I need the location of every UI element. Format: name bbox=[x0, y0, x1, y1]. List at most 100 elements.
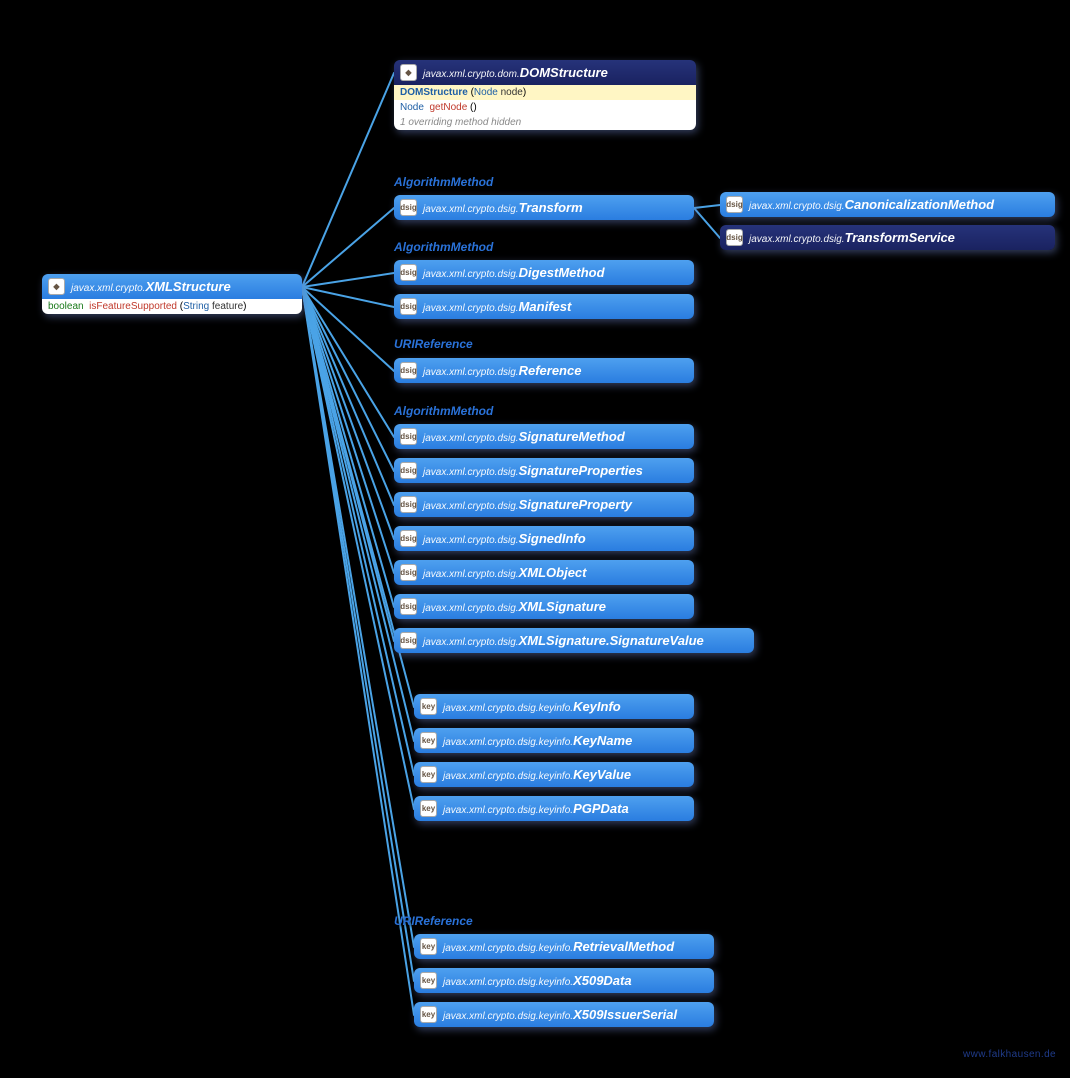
class-label: CanonicalizationMethod bbox=[845, 197, 995, 212]
package-label: javax.xml.crypto.dsig. bbox=[423, 433, 519, 444]
node-x509data[interactable]: key javax.xml.crypto.dsig.keyinfo.X509Dat… bbox=[414, 968, 714, 993]
class-label: XMLStructure bbox=[145, 279, 230, 294]
dsig-icon: dsig bbox=[400, 199, 417, 216]
node-sigvalue[interactable]: dsig javax.xml.crypto.dsig.XMLSignature.S… bbox=[394, 628, 754, 653]
watermark: www.falkhausen.de bbox=[963, 1049, 1056, 1060]
node-keyname[interactable]: key javax.xml.crypto.dsig.keyinfo.KeyName bbox=[414, 728, 694, 753]
method-row: 1 overriding method hidden bbox=[394, 115, 696, 130]
package-label: javax.xml.crypto.dsig.keyinfo. bbox=[443, 703, 573, 714]
node-x509iss[interactable]: key javax.xml.crypto.dsig.keyinfo.X509Iss… bbox=[414, 1002, 714, 1027]
node-sigmethod[interactable]: dsig javax.xml.crypto.dsig.SignatureMetho… bbox=[394, 424, 694, 449]
key-icon: key bbox=[420, 1006, 437, 1023]
dsig-icon: dsig bbox=[400, 428, 417, 445]
dsig-icon: dsig bbox=[400, 264, 417, 281]
package-label: javax.xml.crypto.dsig. bbox=[423, 367, 519, 378]
key-icon: key bbox=[420, 800, 437, 817]
stereotype-label: AlgorithmMethod bbox=[394, 404, 493, 418]
class-label: Transform bbox=[519, 200, 583, 215]
key-icon: key bbox=[420, 938, 437, 955]
package-label: javax.xml.crypto.dsig. bbox=[423, 303, 519, 314]
package-label: javax.xml.crypto.dsig.keyinfo. bbox=[443, 737, 573, 748]
node-xmlsig[interactable]: dsig javax.xml.crypto.dsig.XMLSignature bbox=[394, 594, 694, 619]
class-label: TransformService bbox=[845, 230, 955, 245]
dsig-icon: dsig bbox=[400, 564, 417, 581]
stereotype-label: URIReference bbox=[394, 914, 473, 928]
class-label: SignedInfo bbox=[519, 531, 586, 546]
stereotype-label: AlgorithmMethod bbox=[394, 240, 493, 254]
class-label: KeyInfo bbox=[573, 699, 621, 714]
dsig-icon: dsig bbox=[726, 229, 743, 246]
node-retrieval[interactable]: key javax.xml.crypto.dsig.keyinfo.Retriev… bbox=[414, 934, 714, 959]
class-label: Reference bbox=[519, 363, 582, 378]
class-label: X509Data bbox=[573, 973, 632, 988]
key-icon: key bbox=[420, 732, 437, 749]
node-sigprop[interactable]: dsig javax.xml.crypto.dsig.SignaturePrope… bbox=[394, 492, 694, 517]
key-icon: key bbox=[420, 766, 437, 783]
package-label: javax.xml.crypto.dsig.keyinfo. bbox=[443, 771, 573, 782]
package-label: javax.xml.crypto.dsig. bbox=[423, 467, 519, 478]
package-label: javax.xml.crypto.dsig.keyinfo. bbox=[443, 1011, 573, 1022]
class-label: XMLObject bbox=[519, 565, 587, 580]
class-label: XMLSignature.SignatureValue bbox=[519, 633, 704, 648]
node-canon[interactable]: dsig javax.xml.crypto.dsig.Canonicalizati… bbox=[720, 192, 1055, 217]
node-keyvalue[interactable]: key javax.xml.crypto.dsig.keyinfo.KeyValu… bbox=[414, 762, 694, 787]
key-icon: key bbox=[420, 972, 437, 989]
method-row: boolean isFeatureSupported (String featu… bbox=[42, 299, 302, 314]
node-transform[interactable]: dsig javax.xml.crypto.dsig.Transform bbox=[394, 195, 694, 220]
node-pgpdata[interactable]: key javax.xml.crypto.dsig.keyinfo.PGPData bbox=[414, 796, 694, 821]
dsig-icon: dsig bbox=[400, 462, 417, 479]
node-body: boolean isFeatureSupported (String featu… bbox=[42, 299, 302, 314]
node-tservice[interactable]: dsig javax.xml.crypto.dsig.TransformServi… bbox=[720, 225, 1055, 250]
package-label: javax.xml.crypto.dsig.keyinfo. bbox=[443, 805, 573, 816]
dsig-icon: dsig bbox=[400, 362, 417, 379]
method-row: Node getNode () bbox=[394, 100, 696, 115]
class-label: SignatureProperty bbox=[519, 497, 632, 512]
stereotype-label: URIReference bbox=[394, 337, 473, 351]
class-label: KeyValue bbox=[573, 767, 631, 782]
class-label: SignatureProperties bbox=[519, 463, 643, 478]
class-label: XMLSignature bbox=[519, 599, 606, 614]
class-label: DOMStructure bbox=[520, 65, 608, 80]
package-label: javax.xml.crypto.dsig. bbox=[423, 501, 519, 512]
class-label: DigestMethod bbox=[519, 265, 605, 280]
node-digest[interactable]: dsig javax.xml.crypto.dsig.DigestMethod bbox=[394, 260, 694, 285]
node-manifest[interactable]: dsig javax.xml.crypto.dsig.Manifest bbox=[394, 294, 694, 319]
node-signedinfo[interactable]: dsig javax.xml.crypto.dsig.SignedInfo bbox=[394, 526, 694, 551]
package-label: javax.xml.crypto.dsig. bbox=[423, 637, 519, 648]
dsig-icon: dsig bbox=[400, 530, 417, 547]
package-label: javax.xml.crypto.dsig.keyinfo. bbox=[443, 977, 573, 988]
node-xmlobject[interactable]: dsig javax.xml.crypto.dsig.XMLObject bbox=[394, 560, 694, 585]
package-label: javax.xml.crypto.dsig. bbox=[423, 204, 519, 215]
dsig-icon: dsig bbox=[400, 632, 417, 649]
dsig-icon: dsig bbox=[726, 196, 743, 213]
node-domstructure[interactable]: ◆ javax.xml.crypto.dom.DOMStructure DOMS… bbox=[394, 60, 696, 130]
class-label: RetrievalMethod bbox=[573, 939, 674, 954]
package-label: javax.xml.crypto.dsig. bbox=[749, 234, 845, 245]
package-label: javax.xml.crypto.dsig. bbox=[749, 201, 845, 212]
package-label: javax.xml.crypto. bbox=[71, 283, 145, 294]
node-sigprops[interactable]: dsig javax.xml.crypto.dsig.SignaturePrope… bbox=[394, 458, 694, 483]
node-body: DOMStructure (Node node)Node getNode ()1… bbox=[394, 85, 696, 130]
package-label: javax.xml.crypto.dsig. bbox=[423, 269, 519, 280]
key-icon: key bbox=[420, 698, 437, 715]
package-label: javax.xml.crypto.dsig. bbox=[423, 535, 519, 546]
method-row: DOMStructure (Node node) bbox=[394, 85, 696, 100]
package-label: javax.xml.crypto.dom. bbox=[423, 69, 520, 80]
class-label: X509IssuerSerial bbox=[573, 1007, 677, 1022]
node-keyinfo[interactable]: key javax.xml.crypto.dsig.keyinfo.KeyInfo bbox=[414, 694, 694, 719]
dsig-icon: dsig bbox=[400, 298, 417, 315]
package-label: javax.xml.crypto.dsig. bbox=[423, 603, 519, 614]
node-xmlstructure[interactable]: ◆ javax.xml.crypto.XMLStructure boolean … bbox=[42, 274, 302, 314]
package-label: javax.xml.crypto.dsig. bbox=[423, 569, 519, 580]
node-reference[interactable]: dsig javax.xml.crypto.dsig.Reference bbox=[394, 358, 694, 383]
package-label: javax.xml.crypto.dsig.keyinfo. bbox=[443, 943, 573, 954]
class-label: Manifest bbox=[519, 299, 572, 314]
class-label: KeyName bbox=[573, 733, 632, 748]
dsig-icon: dsig bbox=[400, 598, 417, 615]
dsig-icon: dsig bbox=[400, 496, 417, 513]
class-label: SignatureMethod bbox=[519, 429, 625, 444]
package-icon: ◆ bbox=[48, 278, 65, 295]
class-label: PGPData bbox=[573, 801, 629, 816]
stereotype-label: AlgorithmMethod bbox=[394, 175, 493, 189]
package-icon: ◆ bbox=[400, 64, 417, 81]
